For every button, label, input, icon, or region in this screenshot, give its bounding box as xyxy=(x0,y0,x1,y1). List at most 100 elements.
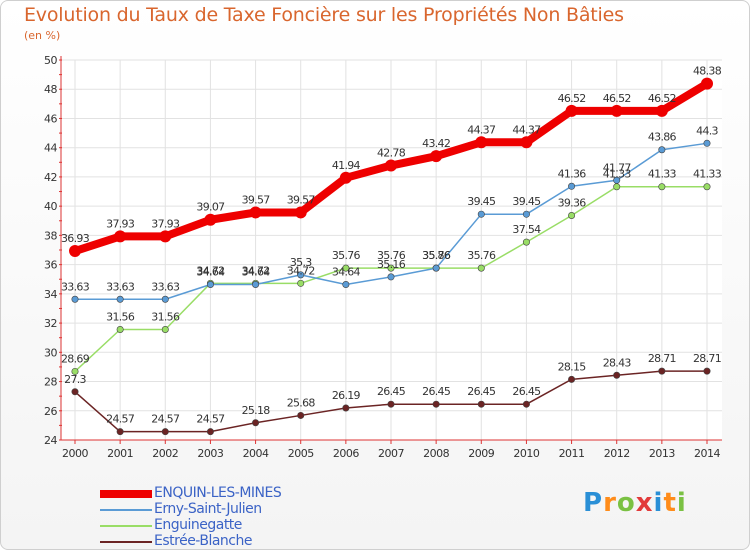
data-point xyxy=(297,279,305,287)
data-point xyxy=(568,182,576,190)
data-point xyxy=(565,104,578,117)
data-point xyxy=(159,230,172,243)
data-label: 25.18 xyxy=(242,404,271,417)
data-point xyxy=(522,238,530,246)
data-label: 33.63 xyxy=(106,280,135,293)
y-tick-label: 40 xyxy=(44,200,57,213)
data-point xyxy=(71,295,79,303)
data-label: 37.93 xyxy=(106,217,135,230)
y-tick-label: 34 xyxy=(44,288,57,301)
data-label: 24.57 xyxy=(106,413,135,426)
data-label: 26.45 xyxy=(467,385,496,398)
data-point xyxy=(161,428,169,436)
y-tick-label: 30 xyxy=(44,346,57,359)
data-label: 31.56 xyxy=(106,311,135,324)
data-point xyxy=(116,295,124,303)
data-point xyxy=(703,367,711,375)
data-point xyxy=(297,271,305,279)
data-point xyxy=(116,428,124,436)
chart-unit-label: (en %) xyxy=(24,29,61,42)
data-point xyxy=(161,295,169,303)
data-label: 33.63 xyxy=(151,280,180,293)
data-label: 28.71 xyxy=(693,352,721,365)
data-label: 46.52 xyxy=(648,92,676,105)
data-label: 43.42 xyxy=(422,137,450,150)
data-point xyxy=(71,367,79,375)
data-point xyxy=(475,136,488,149)
data-point xyxy=(69,245,81,258)
data-label: 26.45 xyxy=(377,385,406,398)
data-point xyxy=(522,210,530,218)
x-tick-label: 2006 xyxy=(333,447,359,460)
y-tick-label: 28 xyxy=(44,376,57,389)
logo-letter: r xyxy=(603,488,617,518)
y-tick-label: 26 xyxy=(44,405,57,418)
x-tick-label: 2008 xyxy=(423,447,449,460)
legend-swatch-estree xyxy=(100,541,152,543)
data-point xyxy=(613,176,621,184)
data-label: 26.45 xyxy=(512,385,541,398)
x-tick-label: 2012 xyxy=(604,447,630,460)
data-point xyxy=(249,206,262,219)
logo-letter: i xyxy=(676,488,687,518)
data-point xyxy=(387,264,395,272)
data-point xyxy=(385,159,397,172)
data-label: 39.57 xyxy=(242,193,271,206)
legend-swatch-erny xyxy=(100,509,152,511)
data-label: 35.16 xyxy=(377,258,406,271)
chart-title: Evolution du Taux de Taxe Foncière sur l… xyxy=(24,4,624,26)
data-point xyxy=(252,280,260,288)
data-point xyxy=(432,400,440,408)
x-tick-label: 2000 xyxy=(62,447,88,460)
data-label: 41.33 xyxy=(603,168,632,181)
y-tick-label: 42 xyxy=(44,171,57,184)
data-point xyxy=(568,212,576,220)
data-label: 28.71 xyxy=(648,352,676,365)
data-label: 37.93 xyxy=(151,217,180,230)
data-label: 35.76 xyxy=(377,249,406,262)
data-label: 48.38 xyxy=(693,65,722,78)
data-point xyxy=(613,371,621,379)
data-point xyxy=(430,150,443,163)
data-label: 34.72 xyxy=(287,264,315,277)
data-label: 46.52 xyxy=(558,92,586,105)
data-point xyxy=(206,280,214,288)
y-tick-label: 50 xyxy=(44,54,57,67)
data-label: 42.78 xyxy=(377,147,406,160)
data-point xyxy=(477,264,485,272)
data-point xyxy=(701,77,713,90)
legend-label-enquin: ENQUIN-LES-MINES xyxy=(154,485,282,501)
y-tick-label: 48 xyxy=(44,83,57,96)
y-tick-label: 36 xyxy=(44,259,57,272)
x-tick-label: 2013 xyxy=(649,447,675,460)
data-label: 26.19 xyxy=(332,389,361,402)
data-label: 24.57 xyxy=(151,413,180,426)
x-tick-label: 2014 xyxy=(694,447,720,460)
data-label: 35.86 xyxy=(422,249,451,262)
logo-letter: o xyxy=(616,488,636,518)
logo-letter: i xyxy=(653,488,664,518)
data-point xyxy=(477,210,485,218)
data-label: 35.76 xyxy=(332,249,361,262)
data-point xyxy=(387,400,395,408)
data-label: 39.45 xyxy=(512,195,541,208)
x-tick-label: 2004 xyxy=(243,447,269,460)
legend-label-estree: Estrée-Blanche xyxy=(154,533,253,549)
data-label: 37.54 xyxy=(512,223,541,236)
data-label: 43.86 xyxy=(648,131,677,144)
data-point xyxy=(342,404,350,412)
y-tick-label: 44 xyxy=(44,142,57,155)
legend-label-erny: Erny-Saint-Julien xyxy=(154,501,262,517)
data-label: 44.37 xyxy=(467,123,496,136)
data-label: 34.72 xyxy=(242,264,270,277)
data-label: 26.45 xyxy=(422,385,451,398)
data-point xyxy=(252,419,260,427)
y-tick-label: 24 xyxy=(44,434,57,447)
data-point xyxy=(655,104,668,117)
data-label: 25.68 xyxy=(287,396,316,409)
data-label: 39.07 xyxy=(196,201,225,214)
data-point xyxy=(703,183,711,191)
data-point xyxy=(339,171,352,184)
data-point xyxy=(658,367,666,375)
data-label: 28.43 xyxy=(603,356,632,369)
